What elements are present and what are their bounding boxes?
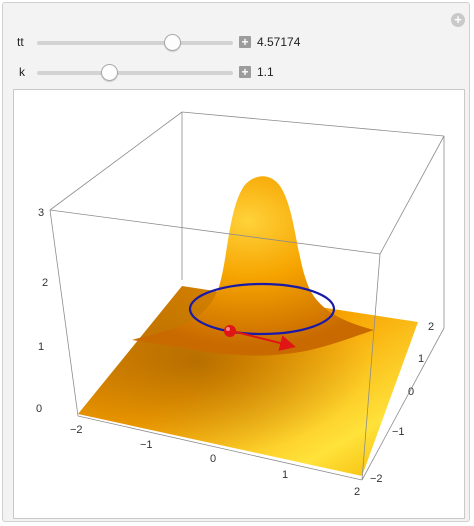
surface-bump [132,176,374,356]
tangent-arrow [231,330,296,351]
z-axis: 0 1 2 3 [36,207,48,415]
bounding-box-back [49,111,445,280]
x-axis: −2 −1 0 1 2 [70,424,360,498]
z-tick-label: 2 [42,277,48,289]
slider-label-k: k [19,65,25,79]
x-tick-label: −1 [140,439,153,451]
slider-track-k[interactable] [37,71,233,75]
bounding-box-front [49,135,445,481]
manipulate-panel: + tt + 4.57174 k + 1.1 [2,2,470,522]
slider-expand-tt-icon[interactable]: + [239,36,251,48]
slider-value-tt: 4.57174 [257,35,301,49]
z-tick-label: 0 [36,403,42,415]
slider-expand-k-icon[interactable]: + [239,66,251,78]
z-tick-label: 3 [38,207,44,219]
slider-value-k: 1.1 [257,65,274,79]
y-tick-label: −2 [370,473,383,485]
x-tick-label: 1 [282,469,288,481]
x-tick-label: −2 [70,424,83,436]
y-tick-label: 0 [408,386,414,398]
add-icon[interactable]: + [451,13,465,27]
y-tick-label: −1 [392,426,405,438]
x-tick-label: 0 [210,453,216,465]
plot-area[interactable]: 0 1 2 3 −2 −1 0 1 2 −2 −1 0 1 2 [13,89,465,519]
slider-thumb-k[interactable] [101,64,118,81]
level-curve [188,282,336,336]
slider-thumb-tt[interactable] [164,34,181,51]
y-axis: −2 −1 0 1 2 [370,321,434,485]
y-tick-label: 1 [418,353,424,365]
x-tick-label: 2 [354,486,360,498]
slider-label-tt: tt [17,35,24,49]
slider-track-tt[interactable] [37,41,233,45]
y-tick-label: 2 [428,321,434,333]
moving-point [224,325,236,337]
surface-plot: 0 1 2 3 −2 −1 0 1 2 −2 −1 0 1 2 [36,111,445,498]
z-tick-label: 1 [38,341,44,353]
